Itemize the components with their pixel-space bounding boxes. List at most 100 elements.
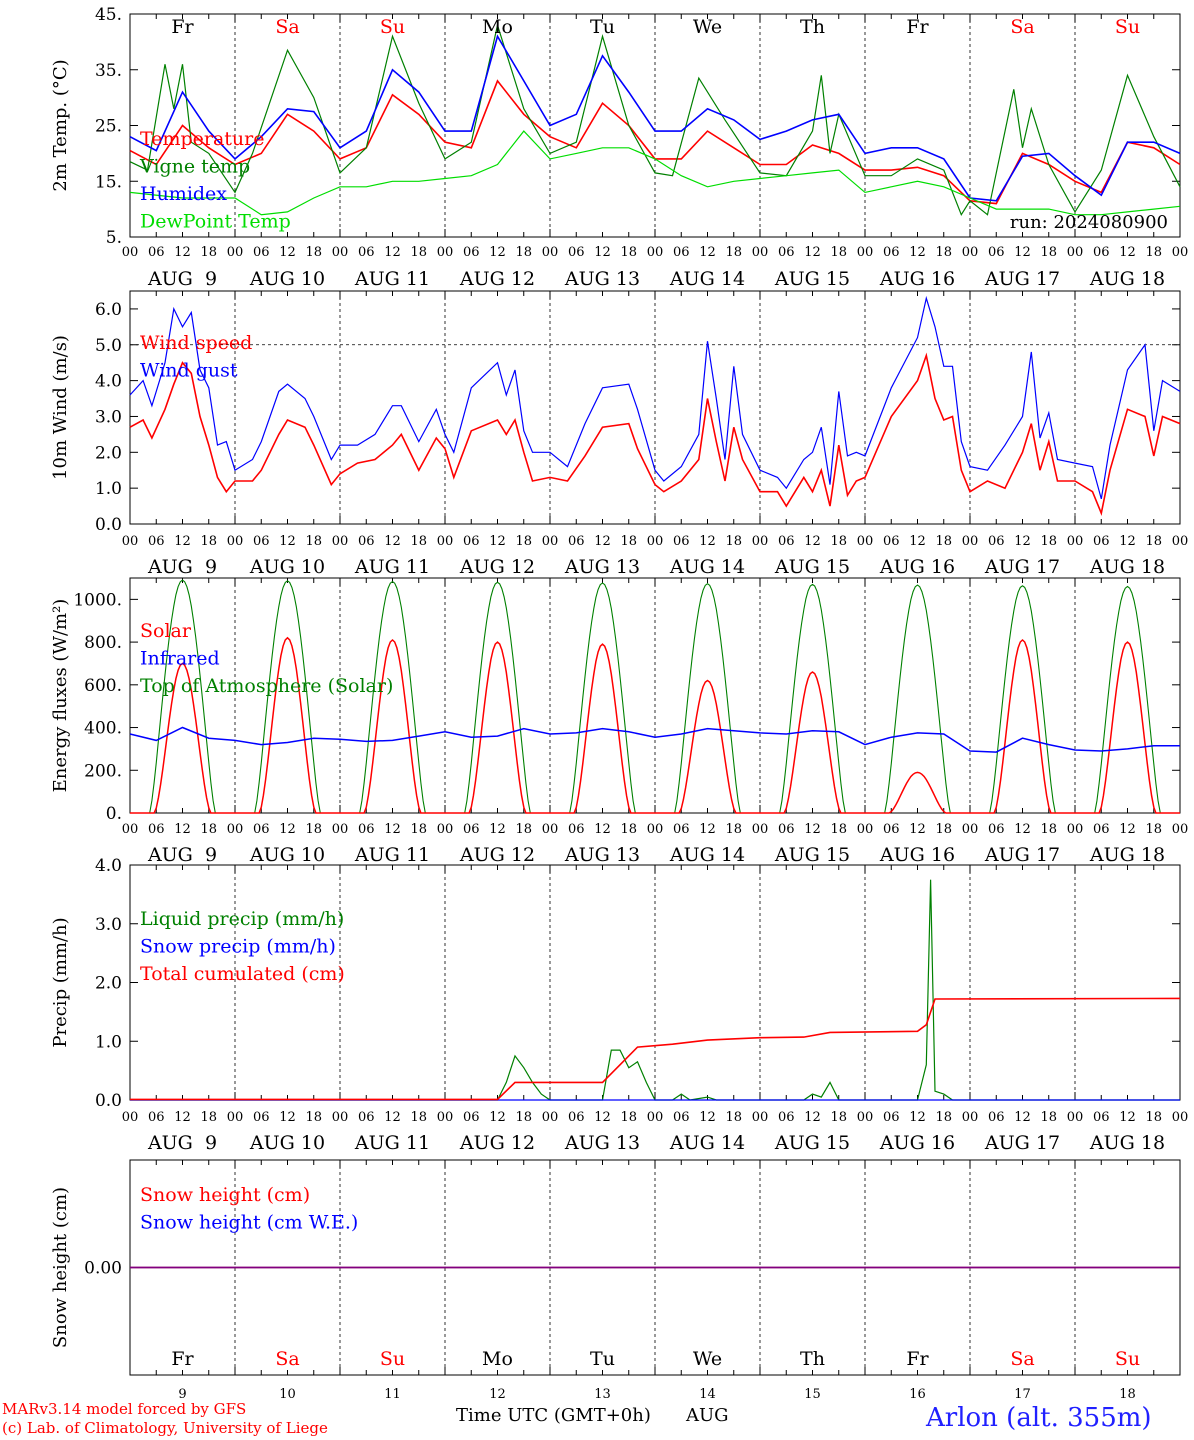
hour-tick-label: 00 xyxy=(437,1110,454,1125)
hour-tick-label: 12 xyxy=(1119,1110,1136,1125)
hour-tick-label: 06 xyxy=(883,822,900,837)
hour-tick-label: 06 xyxy=(1093,822,1110,837)
credit-line-1: MARv3.14 model forced by GFS xyxy=(2,1400,247,1418)
hour-tick-label: 00 xyxy=(1067,245,1084,260)
hour-tick-label: 18 xyxy=(935,245,952,260)
hour-tick-label: 00 xyxy=(1067,534,1084,549)
hour-tick-label: 00 xyxy=(1172,245,1189,260)
legend-entry: Vigne temp xyxy=(139,156,250,178)
hour-tick-label: 00 xyxy=(122,245,139,260)
date-label: AUG 12 xyxy=(459,556,535,578)
date-label: AUG 12 xyxy=(459,268,535,290)
hour-tick-label: 06 xyxy=(253,534,270,549)
series-infrared xyxy=(129,726,1180,753)
y-tick-label: 2.0 xyxy=(95,974,122,994)
hour-tick-label: 18 xyxy=(830,822,847,837)
series-solar xyxy=(130,636,1180,814)
hour-tick-label: 06 xyxy=(568,534,585,549)
y-axis-label-snow: Snow height (cm) xyxy=(50,1187,71,1348)
y-tick-label: 200. xyxy=(84,761,122,781)
y-tick-label: 1000. xyxy=(73,590,122,610)
date-label: AUG 9 xyxy=(147,268,217,290)
hour-tick-label: 18 xyxy=(1040,1110,1057,1125)
hour-tick-label: 12 xyxy=(1119,822,1136,837)
hour-tick-label: 12 xyxy=(909,822,926,837)
hour-tick-label: 06 xyxy=(463,822,480,837)
date-label: AUG 11 xyxy=(354,268,430,290)
hour-tick-label: 12 xyxy=(384,534,401,549)
hour-tick-label: 12 xyxy=(1014,245,1031,260)
date-label: AUG 18 xyxy=(1089,268,1165,290)
hour-tick-label: 00 xyxy=(647,245,664,260)
hour-tick-label: 18 xyxy=(725,1110,742,1125)
series-toa-solar xyxy=(130,579,1180,814)
hour-tick-label: 00 xyxy=(752,245,769,260)
hour-tick-label: 18 xyxy=(410,822,427,837)
hour-tick-label: 18 xyxy=(515,534,532,549)
hour-tick-label: 12 xyxy=(174,534,191,549)
hour-tick-label: 00 xyxy=(1172,1110,1189,1125)
hour-tick-label: 18 xyxy=(935,534,952,549)
legend-entry: Snow height (cm W.E.) xyxy=(140,1212,358,1234)
hour-tick-label: 12 xyxy=(594,1110,611,1125)
day-name-top: Mo xyxy=(482,16,513,38)
date-label: AUG 14 xyxy=(669,1132,745,1154)
date-label: AUG 13 xyxy=(564,844,640,866)
hour-tick-label: 00 xyxy=(752,1110,769,1125)
legend-entry: Humidex xyxy=(140,183,227,205)
day-name-bottom: Sa xyxy=(1010,1348,1034,1370)
hour-tick-label: 18 xyxy=(725,534,742,549)
hour-tick-label: 00 xyxy=(437,534,454,549)
day-number: 15 xyxy=(804,1387,821,1402)
date-label: AUG 11 xyxy=(354,556,430,578)
hour-tick-label: 12 xyxy=(279,822,296,837)
hour-tick-label: 06 xyxy=(988,822,1005,837)
hour-tick-label: 00 xyxy=(332,822,349,837)
hour-tick-label: 06 xyxy=(673,822,690,837)
hour-tick-label: 00 xyxy=(1172,822,1189,837)
series-wind-gust xyxy=(129,295,1181,500)
hour-tick-label: 00 xyxy=(332,534,349,549)
hour-tick-label: 06 xyxy=(988,1110,1005,1125)
run-label: run: 2024080900 xyxy=(1010,212,1168,233)
hour-tick-label: 18 xyxy=(410,245,427,260)
hour-tick-label: 18 xyxy=(830,534,847,549)
hour-tick-label: 06 xyxy=(358,534,375,549)
day-name-top: Sa xyxy=(275,16,299,38)
hour-tick-label: 00 xyxy=(962,245,979,260)
hour-tick-label: 06 xyxy=(568,1110,585,1125)
day-number: 11 xyxy=(384,1387,401,1402)
hour-tick-label: 06 xyxy=(988,534,1005,549)
date-label: AUG 16 xyxy=(879,268,955,290)
y-tick-label: 800. xyxy=(84,633,122,653)
y-tick-label: 3.0 xyxy=(95,915,122,935)
hour-tick-label: 12 xyxy=(1014,1110,1031,1125)
date-label: AUG 13 xyxy=(564,1132,640,1154)
hour-tick-label: 12 xyxy=(489,534,506,549)
day-number: 14 xyxy=(699,1387,716,1402)
date-label: AUG 14 xyxy=(669,556,745,578)
hour-tick-label: 06 xyxy=(883,1110,900,1125)
y-tick-label: 45. xyxy=(95,5,122,25)
hour-tick-label: 00 xyxy=(542,822,559,837)
series-dewpoint-temp xyxy=(129,130,1181,216)
hour-tick-label: 12 xyxy=(909,245,926,260)
hour-tick-label: 12 xyxy=(909,534,926,549)
day-name-top: Sa xyxy=(1010,16,1034,38)
day-number: 17 xyxy=(1014,1387,1031,1402)
hour-tick-label: 06 xyxy=(673,534,690,549)
hour-tick-label: 18 xyxy=(305,245,322,260)
date-label: AUG 17 xyxy=(984,556,1060,578)
y-tick-label: 15. xyxy=(95,172,122,192)
date-label: AUG 10 xyxy=(249,556,325,578)
hour-tick-label: 12 xyxy=(279,1110,296,1125)
legend-entry: Top of Atmosphere (Solar) xyxy=(140,675,393,697)
hour-tick-label: 00 xyxy=(857,534,874,549)
hour-tick-label: 06 xyxy=(148,534,165,549)
credit-line-2: (c) Lab. of Climatology, University of L… xyxy=(2,1419,328,1437)
hour-tick-label: 06 xyxy=(463,534,480,549)
hour-tick-label: 18 xyxy=(200,822,217,837)
date-label: AUG 16 xyxy=(879,1132,955,1154)
hour-tick-label: 18 xyxy=(515,1110,532,1125)
day-name-top: Su xyxy=(1115,16,1140,38)
